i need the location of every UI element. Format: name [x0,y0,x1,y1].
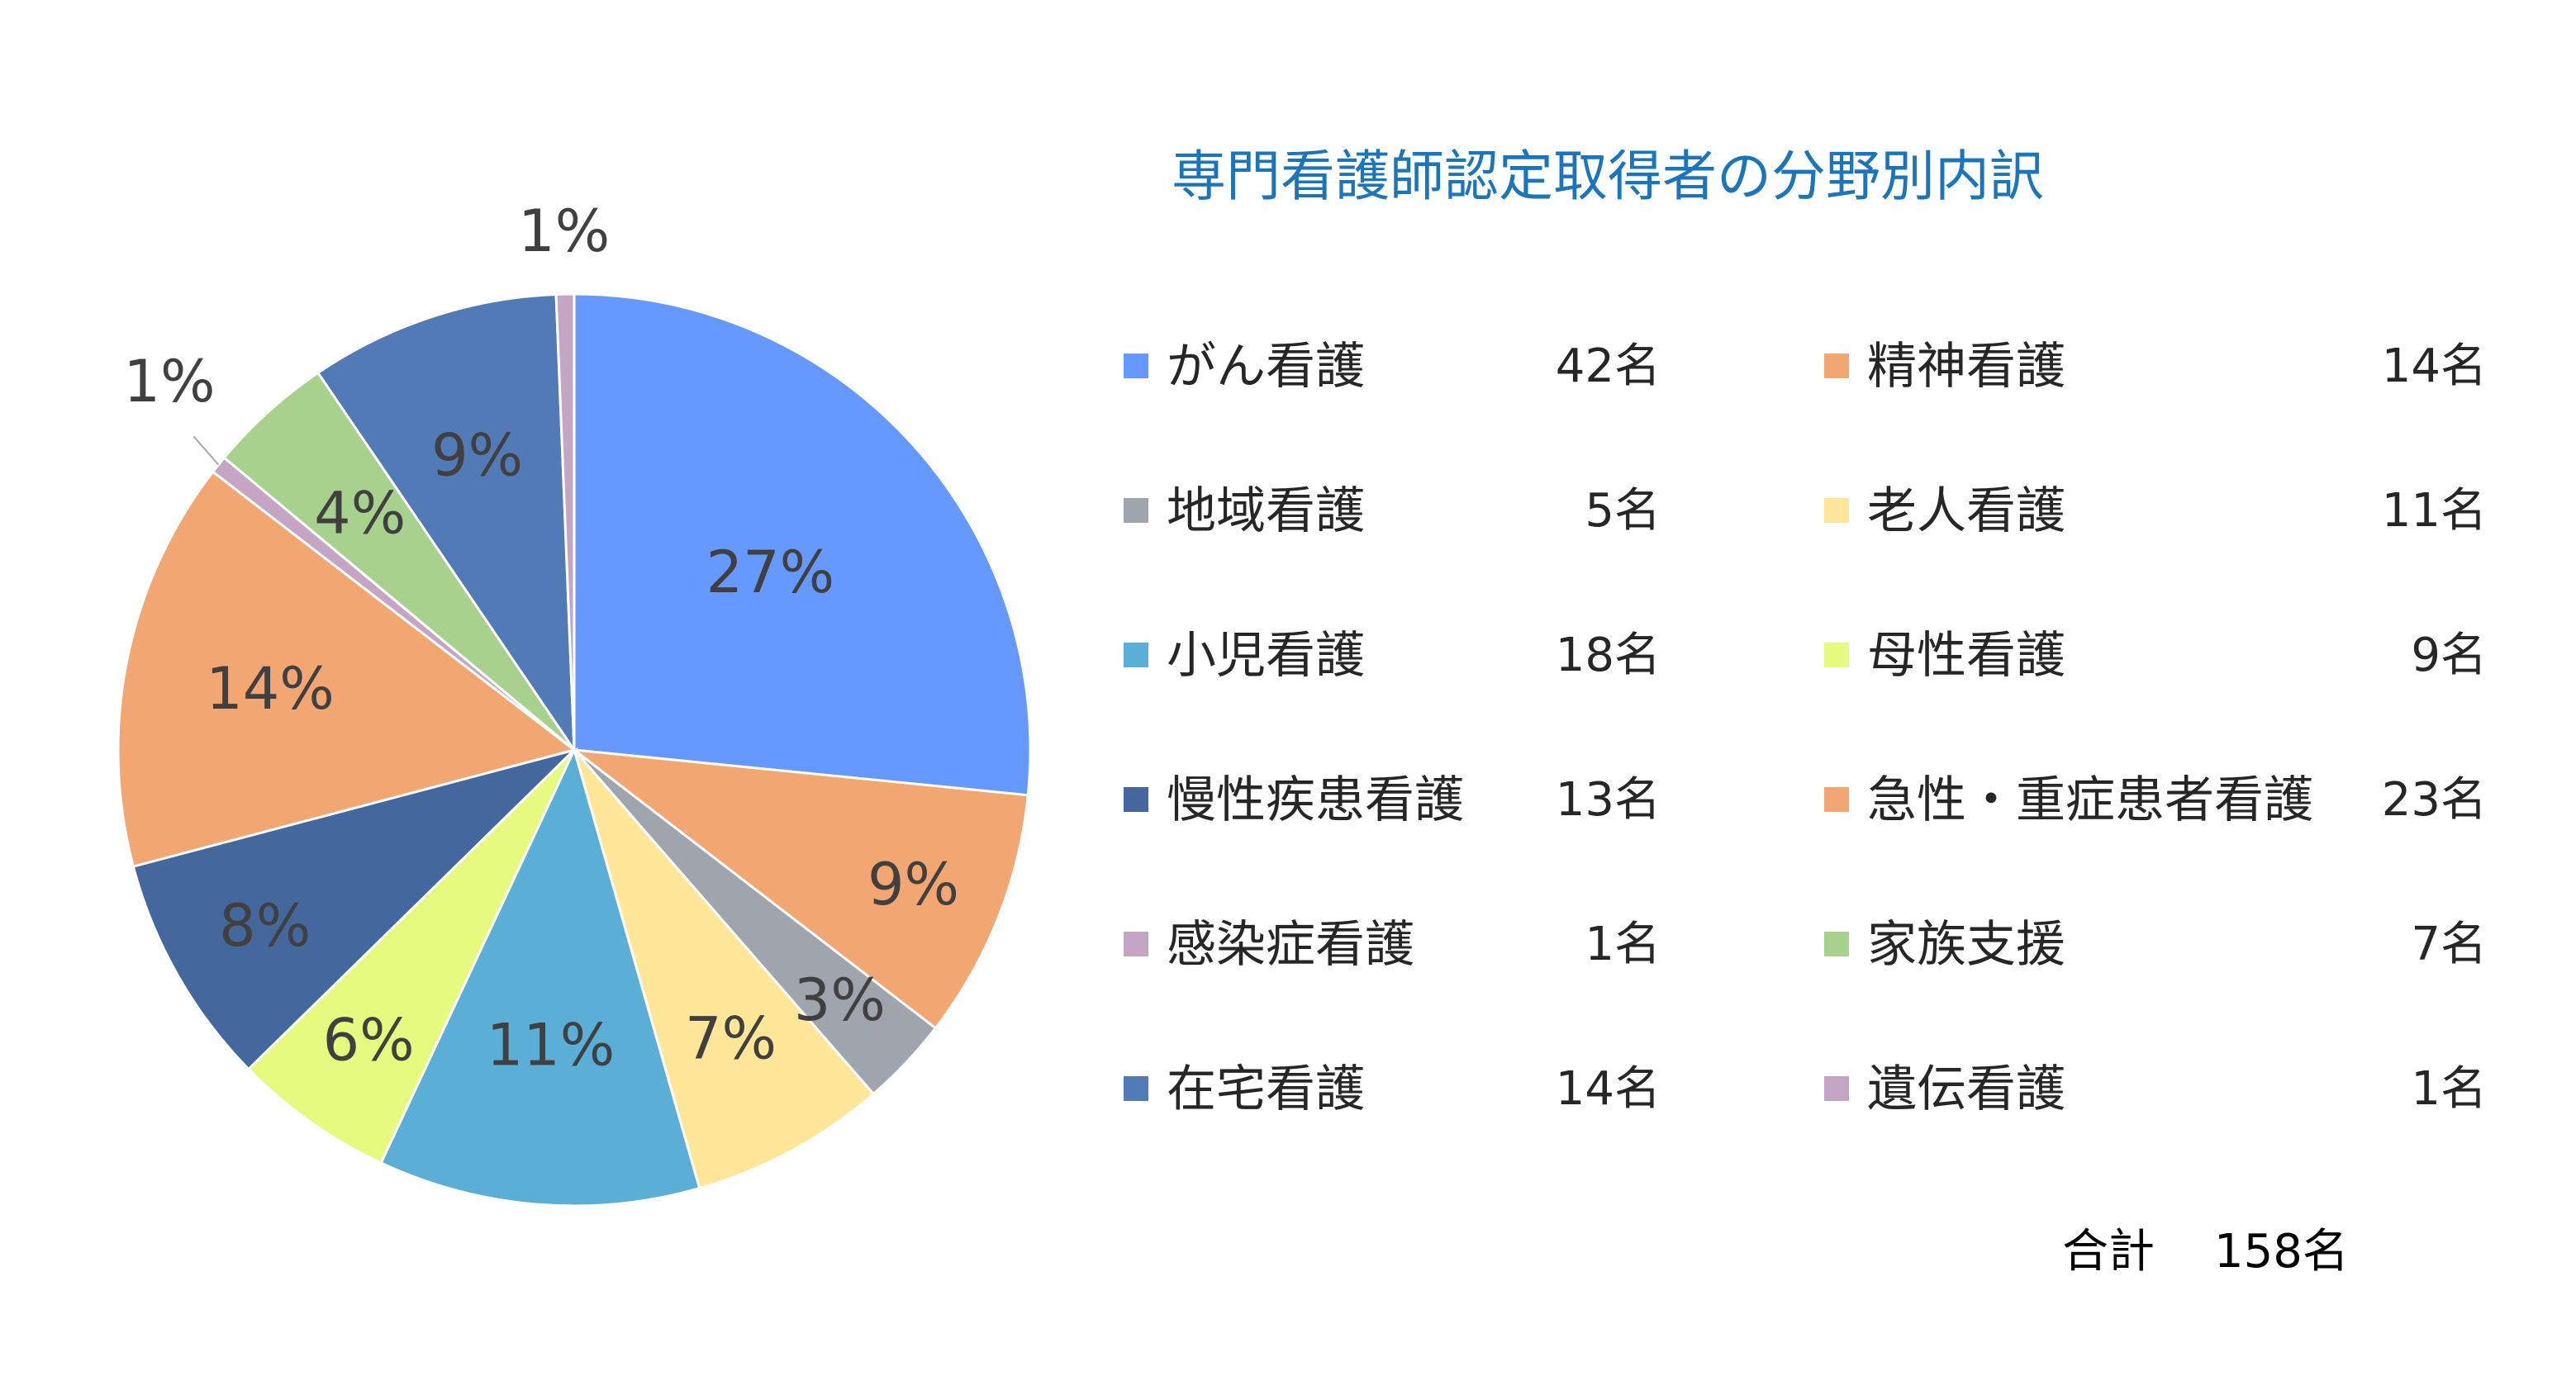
legend-count: 23名 [2381,773,2487,827]
legend-swatch [1824,643,1849,667]
data-label: 8% [219,892,311,960]
legend-label: 急性・重症患者看護 [1867,771,2313,829]
legend-item: 家族支援 7名 [1824,912,2487,978]
legend-label: 遺伝看護 [1867,1060,2065,1118]
data-label: 1% [123,348,215,415]
pie-slice [246,748,576,1165]
legend-swatch [1124,643,1148,667]
data-label: 6% [323,1006,415,1074]
pie-slice [379,746,701,1208]
legend-swatch [1124,787,1148,812]
legend-label: 在宅看護 [1167,1060,1365,1118]
legend-swatch [1124,932,1148,956]
legend-label: 母性看護 [1867,627,2065,685]
legend-label: 小児看護 [1167,627,1365,685]
total-summary: 合計 158名 [2062,1214,2349,1281]
legend-item: 小児看護 18名 [1124,623,1661,689]
legend-swatch [1824,932,1849,956]
data-label: 7% [685,1004,777,1072]
legend-count: 1名 [2411,1062,2487,1116]
legend-swatch [1824,498,1849,523]
data-label: 9% [431,422,523,490]
legend-swatch [1124,353,1148,378]
legend-item: 母性看護 9名 [1824,623,2487,689]
legend-count: 18名 [1555,629,1661,682]
pie-slice [116,470,577,868]
legend-item: 在宅看護 14名 [1124,1056,1661,1122]
legend-count: 5名 [1585,484,1661,538]
pie-slice [573,749,876,1190]
legend-item: 慢性疾患看護 13名 [1124,767,1661,833]
data-label: 4% [314,480,406,548]
legend-count: 1名 [1585,918,1661,971]
data-label: 11% [487,1012,615,1079]
legend-label: がん看護 [1167,338,1365,396]
legend-swatch [1124,1076,1148,1101]
pie-slice [554,292,576,751]
total-label: 合計 [2062,1225,2155,1279]
pie-slice [573,292,1032,797]
legend-item: がん看護 42名 [1124,334,1661,400]
data-label: 1% [518,197,610,265]
legend-item: 遺伝看護 1名 [1824,1056,2487,1122]
legend-swatch [1824,787,1849,812]
legend-count: 42名 [1555,339,1661,393]
legend-count: 7名 [2411,918,2487,971]
legend-label: 家族支援 [1867,916,2065,974]
legend-swatch [1124,498,1148,523]
pie-slice [569,747,1029,1030]
leader-line [192,435,220,466]
legend-item: 老人看護 11名 [1824,478,2487,544]
pie-slice [131,747,579,1071]
pie-slice [316,292,576,755]
legend-swatch [1824,353,1849,378]
legend-count: 14名 [1555,1062,1661,1116]
legend-count: 14名 [2381,339,2487,393]
legend-swatch [1824,1076,1849,1101]
data-label: 9% [867,851,959,918]
legend-item: 地域看護 5名 [1124,478,1661,544]
legend-count: 9名 [2411,629,2487,682]
legend-label: 精神看護 [1867,338,2065,396]
chart-title: 専門看護師認定取得者の分野別内訳 [1172,145,2044,208]
data-label: 3% [794,966,886,1034]
data-label: 27% [706,539,835,606]
legend-item: 精神看護 14名 [1824,334,2487,400]
legend-count: 13名 [1555,773,1661,827]
legend-label: 感染症看護 [1167,916,1414,974]
data-label: 14% [206,655,335,723]
legend-count: 11名 [2381,484,2487,538]
legend-label: 地域看護 [1167,482,1365,540]
legend-item: 急性・重症患者看護 23名 [1824,767,2487,833]
legend-label: 老人看護 [1867,482,2065,540]
legend-label: 慢性疾患看護 [1167,771,1464,829]
total-value: 158名 [2214,1225,2349,1279]
legend-item: 感染症看護 1名 [1124,912,1661,978]
